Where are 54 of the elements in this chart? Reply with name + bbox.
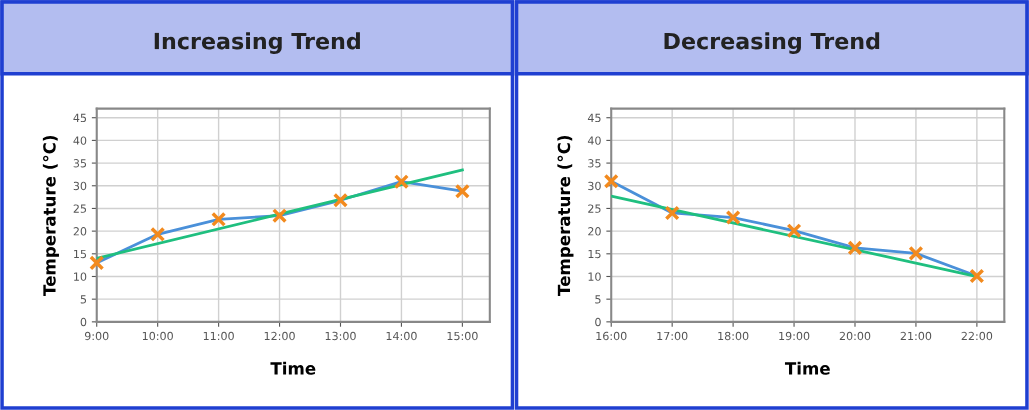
- y-tick-label: 35: [588, 159, 601, 168]
- y-tick-label: 30: [588, 181, 601, 191]
- y-tick-label: 45: [73, 113, 87, 123]
- point: [393, 174, 409, 190]
- x-tick-label: 18:00: [718, 331, 749, 341]
- y-tick-label: 45: [587, 113, 601, 123]
- y-tick-label: 40: [73, 136, 87, 145]
- y-tick-label: 30: [73, 181, 87, 191]
- point: [332, 192, 349, 208]
- x-tick-label: 16:00: [596, 331, 627, 341]
- y-tick-label: 20: [73, 227, 87, 236]
- y-tick-label: 15: [588, 249, 601, 259]
- point: [664, 205, 680, 221]
- x-tick-label: 21:00: [900, 331, 932, 341]
- point: [908, 245, 924, 261]
- x-tick-label: 11:00: [203, 331, 234, 341]
- y-tick-label: 40: [587, 136, 601, 145]
- chart-title: Decreasing Trend: [664, 32, 880, 54]
- point: [454, 183, 470, 199]
- point: [786, 223, 802, 239]
- x-tick-label: 10:00: [142, 331, 173, 341]
- x-tick-label: 12:00: [264, 331, 295, 341]
- point: [150, 226, 166, 242]
- y-tick-label: 0: [595, 317, 601, 327]
- chart-title: Increasing Trend: [154, 32, 360, 54]
- x-tick-label: 9:00: [84, 331, 109, 341]
- y-tick-label: 35: [73, 159, 87, 168]
- y-tick-label: 20: [588, 227, 601, 236]
- x-tick-label: 19:00: [779, 331, 810, 341]
- y-axis-title: Temperature (°C): [557, 135, 574, 296]
- x-axis-title: Time: [270, 361, 316, 375]
- point: [89, 255, 105, 271]
- x-tick-label: 15:00: [447, 331, 478, 341]
- x-axis-title: Time: [784, 361, 830, 375]
- point: [211, 211, 227, 227]
- point: [969, 268, 985, 284]
- x-tick-label: 14:00: [386, 331, 417, 341]
- y-tick-label: 25: [588, 204, 601, 213]
- x-tick-label: 13:00: [325, 331, 356, 341]
- y-tick-label: 0: [80, 317, 87, 327]
- y-tick-label: 25: [73, 204, 87, 213]
- point: [725, 209, 741, 226]
- y-tick-label: 5: [80, 295, 87, 304]
- point: [847, 240, 863, 256]
- y-tick-label: 5: [595, 295, 601, 304]
- x-tick-label: 22:00: [961, 331, 993, 341]
- y-tick-label: 15: [74, 249, 87, 259]
- y-tick-label: 10: [74, 272, 87, 281]
- point: [603, 173, 619, 189]
- y-axis-title: Temperature (°C): [42, 135, 59, 296]
- x-tick-label: 20:00: [839, 331, 871, 341]
- point: [272, 208, 288, 224]
- x-tick-label: 17:00: [657, 331, 688, 341]
- y-tick-label: 10: [588, 272, 601, 281]
